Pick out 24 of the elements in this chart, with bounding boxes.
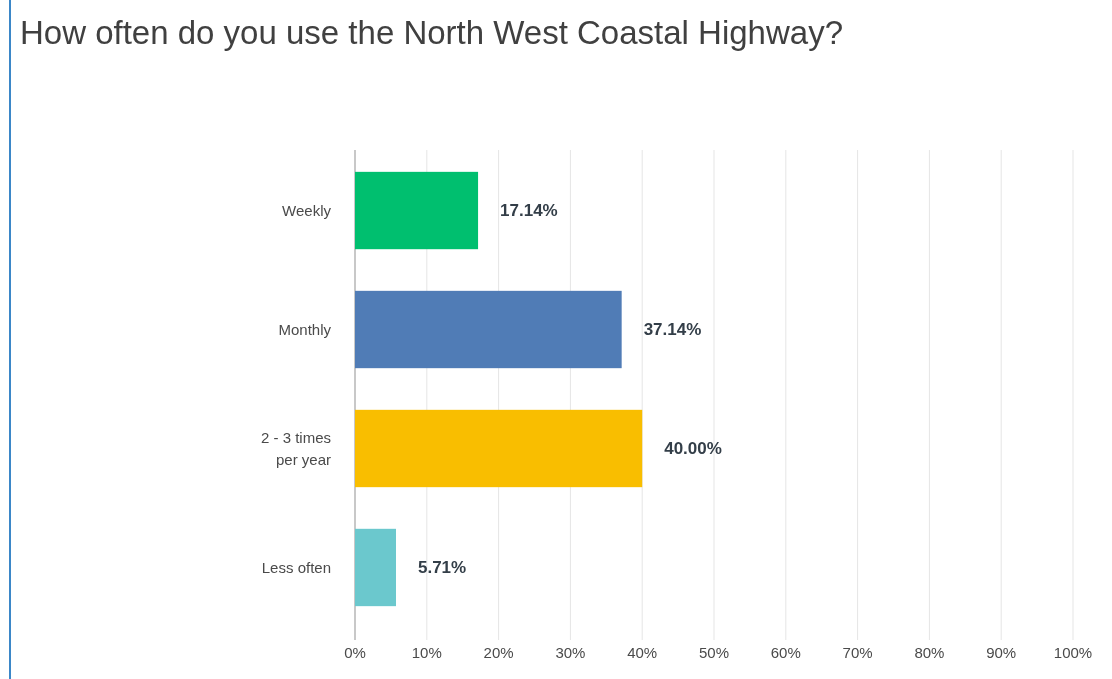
x-tick-label: 80% xyxy=(914,644,945,661)
bar xyxy=(355,171,479,250)
x-tick-label: 10% xyxy=(411,644,442,661)
chart-title: How often do you use the North West Coastal Highway? xyxy=(20,14,843,51)
y-tick-label: 2 - 3 times per year xyxy=(260,428,331,468)
data-label: 17.14% xyxy=(500,201,558,221)
x-tick-label: 30% xyxy=(555,644,586,661)
x-tick-label: 90% xyxy=(986,644,1017,661)
x-tick-label: 70% xyxy=(842,644,873,661)
data-label: 40.00% xyxy=(664,439,722,459)
x-tick-label: 20% xyxy=(483,644,514,661)
x-tick-label: 60% xyxy=(770,644,801,661)
bar xyxy=(355,409,643,488)
bar xyxy=(355,528,396,607)
data-label: 5.71% xyxy=(418,558,467,578)
x-tick-label: 40% xyxy=(627,644,658,661)
bar xyxy=(355,290,622,369)
y-tick-label: Weekly xyxy=(282,201,332,219)
x-tick-label: 0% xyxy=(344,644,366,661)
data-label: 37.14% xyxy=(643,320,702,340)
y-tick-label: Monthly xyxy=(278,320,332,338)
x-tick-label: 100% xyxy=(1053,644,1093,661)
y-tick-label: Less often xyxy=(261,558,331,576)
x-tick-label: 50% xyxy=(698,644,730,661)
